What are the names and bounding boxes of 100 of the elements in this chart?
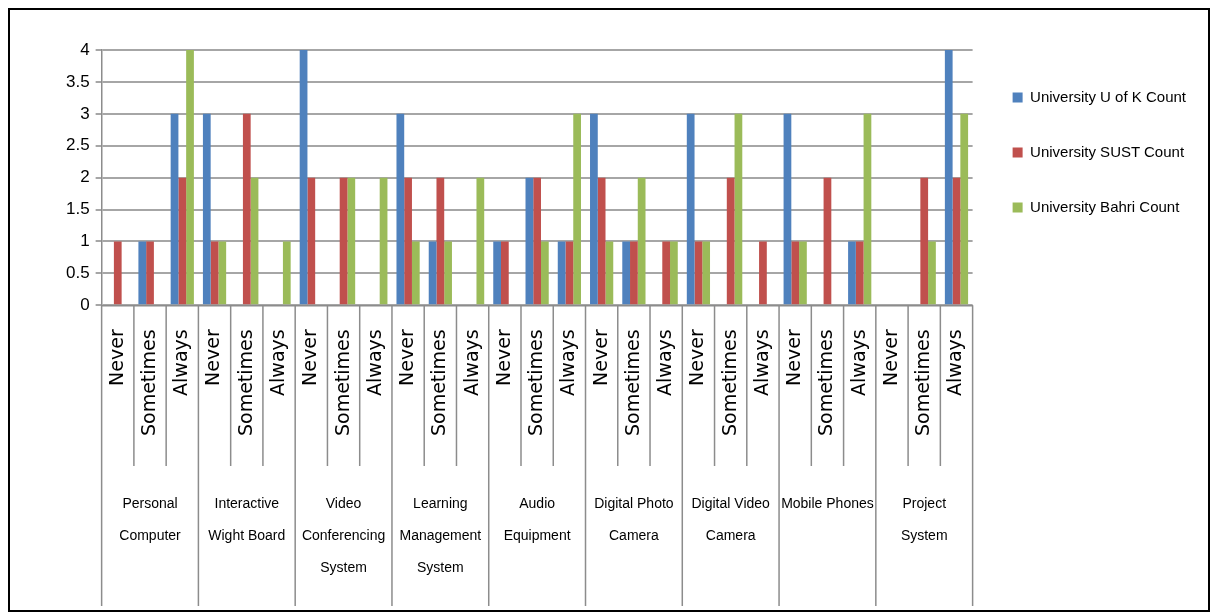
x-tick-label: Never [395, 329, 418, 386]
bar [218, 241, 227, 305]
bar [944, 50, 953, 305]
x-tick-label: Never [491, 329, 514, 386]
bar [597, 177, 606, 305]
y-tick-label: 3 [80, 103, 90, 123]
bar [783, 113, 792, 305]
x-tick-label: Never [298, 329, 321, 386]
text: Personal Computer [119, 494, 182, 543]
bar [428, 241, 437, 305]
bar [113, 241, 122, 305]
x-tick-label: Never [588, 329, 611, 386]
x-tick-label: Never [878, 329, 901, 386]
bar [436, 177, 445, 305]
bar [662, 241, 671, 305]
bar [702, 241, 711, 305]
text: Project System [900, 494, 948, 543]
x-tick-label: Sometimes [911, 329, 934, 437]
legend-label: University SUST Count [1030, 142, 1185, 160]
bar [533, 177, 541, 305]
bar [799, 241, 807, 305]
x-tick-label: Sometimes [330, 329, 353, 437]
bar [476, 177, 485, 305]
x-tick-label: Never [201, 329, 224, 386]
bar [493, 241, 501, 305]
x-tick-label: Never [685, 329, 708, 386]
bar [202, 113, 211, 305]
y-tick-label: 3.5 [65, 71, 90, 91]
text: Digital Video Camera [691, 494, 771, 543]
y-tick-label: 1 [80, 231, 90, 251]
bar [500, 241, 509, 305]
bar [178, 177, 187, 305]
bar [250, 177, 259, 305]
text: Audio Equipment [503, 494, 571, 543]
bar [282, 241, 291, 305]
bar [630, 241, 638, 305]
bar [605, 241, 614, 305]
bar [726, 177, 735, 305]
bar [138, 241, 147, 305]
x-tick-label: Always [459, 329, 482, 396]
y-tick-label: 0 [80, 294, 90, 314]
bar [540, 241, 549, 305]
bar [960, 113, 969, 305]
bar [590, 113, 598, 305]
x-tick-label: Sometimes [427, 329, 450, 437]
x-tick-label: Always [362, 329, 385, 396]
bar [622, 241, 631, 305]
x-tick-label: Always [749, 329, 772, 396]
legend-label: University Bahri Count [1030, 197, 1181, 215]
x-tick-label: Always [653, 329, 676, 396]
bar [848, 241, 856, 305]
text: Video Conferencing System [301, 494, 386, 575]
bar [791, 241, 800, 305]
bar [210, 241, 219, 305]
x-tick-label: Sometimes [717, 329, 740, 437]
x-tick-label: Always [169, 329, 192, 396]
bar [557, 241, 566, 305]
bar [928, 241, 936, 305]
bar [573, 113, 581, 305]
bar [396, 113, 405, 305]
bar [637, 177, 646, 305]
bar [347, 177, 356, 305]
x-tick-label: Sometimes [524, 329, 547, 437]
x-tick-label: Sometimes [136, 329, 159, 437]
x-tick-label: Always [846, 329, 869, 396]
bar [146, 241, 154, 305]
legend-label: University U of K Count [1030, 87, 1187, 105]
y-tick-label: 2.5 [65, 135, 90, 155]
bar [863, 113, 872, 305]
bar [734, 113, 743, 305]
y-tick-label: 2 [80, 167, 90, 187]
bar [920, 177, 929, 305]
bar [952, 177, 961, 305]
text: Learning Management System [399, 494, 482, 575]
x-tick-label: Always [943, 329, 966, 396]
text: Interactive Wight Board [208, 494, 286, 543]
bar [823, 177, 832, 305]
y-tick-label: 4 [80, 39, 90, 59]
x-tick-label: Sometimes [620, 329, 643, 437]
bar [855, 241, 864, 305]
bar [565, 241, 574, 305]
bar [670, 241, 678, 305]
bar [307, 177, 316, 305]
x-tick-label: Sometimes [233, 329, 256, 437]
bar [444, 241, 452, 305]
bar [694, 241, 703, 305]
x-tick-label: Always [556, 329, 579, 396]
x-tick-label: Sometimes [814, 329, 837, 437]
bar [525, 177, 534, 305]
bar [411, 241, 420, 305]
x-tick-label: Never [782, 329, 805, 386]
bar [759, 241, 767, 305]
bar [299, 50, 308, 305]
text: Mobile Phones [781, 494, 874, 511]
bar [242, 113, 251, 305]
x-tick-label: Never [104, 329, 127, 386]
x-tick-label: Always [265, 329, 288, 396]
bar [404, 177, 412, 305]
bar [686, 113, 695, 305]
bar [379, 177, 388, 305]
